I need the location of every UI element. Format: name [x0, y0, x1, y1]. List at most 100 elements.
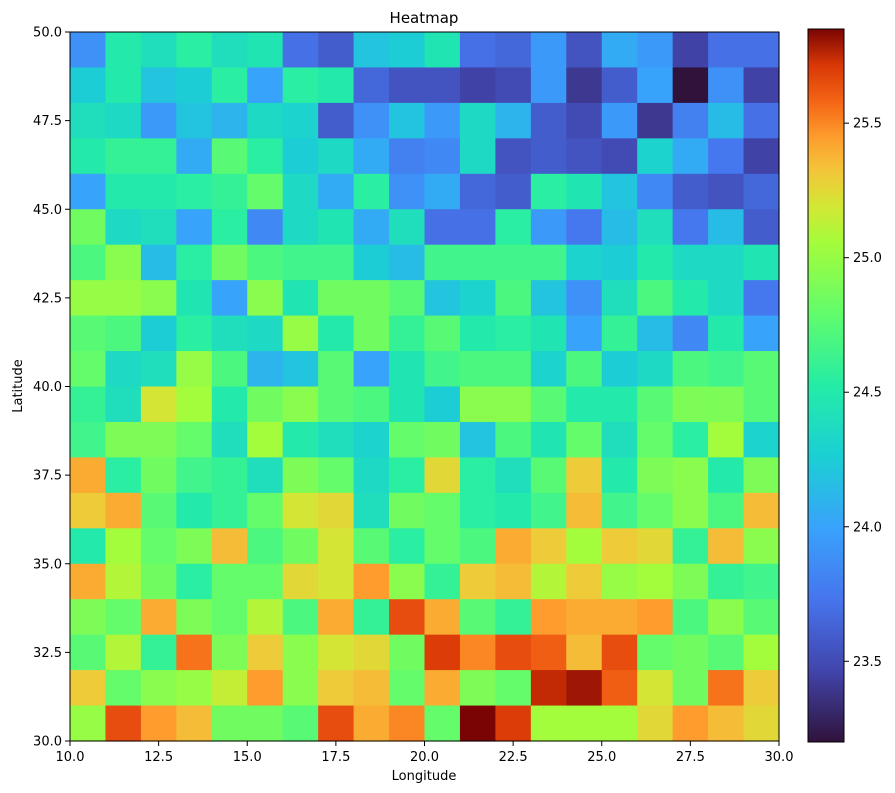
- heatmap-cell: [672, 457, 709, 494]
- heatmap-cell: [424, 138, 461, 175]
- heatmap-cell: [389, 421, 426, 458]
- colorbar-axis: 23.5 24.0 24.5 25.0 25.5: [844, 117, 882, 670]
- heatmap-cell: [566, 351, 603, 388]
- heatmap-cell: [247, 563, 284, 600]
- heatmap-cell: [708, 599, 745, 636]
- heatmap-cell: [211, 32, 248, 69]
- heatmap-cell: [566, 209, 603, 246]
- heatmap-cell: [211, 528, 248, 565]
- heatmap-cell: [743, 670, 780, 707]
- y-tick-label: 50.0: [33, 26, 62, 41]
- heatmap-cell: [282, 102, 319, 139]
- heatmap-cell: [140, 32, 177, 69]
- heatmap-cell: [530, 138, 567, 175]
- heatmap-cell: [389, 244, 426, 281]
- y-tick-label: 32.5: [33, 646, 62, 661]
- heatmap-cell: [211, 599, 248, 636]
- heatmap-cell: [105, 670, 142, 707]
- heatmap-cell: [176, 315, 213, 352]
- heatmap-cell: [318, 386, 355, 423]
- heatmap-cell: [566, 102, 603, 139]
- heatmap-cell: [282, 386, 319, 423]
- heatmap-cell: [743, 67, 780, 104]
- heatmap-cell: [247, 634, 284, 671]
- heatmap-cell: [637, 705, 674, 742]
- heatmap-cell: [530, 280, 567, 317]
- heatmap-cell: [140, 351, 177, 388]
- heatmap-cell: [247, 173, 284, 210]
- heatmap-cell: [211, 457, 248, 494]
- heatmap-cell: [282, 457, 319, 494]
- heatmap-cell: [70, 173, 107, 210]
- heatmap-cell: [318, 421, 355, 458]
- colorbar-tick-label: 23.5: [853, 655, 882, 670]
- heatmap-cell: [672, 670, 709, 707]
- heatmap-cell: [140, 209, 177, 246]
- heatmap-cell: [459, 173, 496, 210]
- heatmap-cell: [601, 670, 638, 707]
- heatmap-cell: [495, 351, 532, 388]
- heatmap-cell: [566, 634, 603, 671]
- heatmap-cell: [743, 209, 780, 246]
- heatmap-cell: [530, 705, 567, 742]
- x-tick-label: 25.0: [587, 750, 616, 765]
- heatmap-cell: [353, 457, 390, 494]
- heatmap-cell: [495, 209, 532, 246]
- heatmap-cell: [424, 599, 461, 636]
- heatmap-cell: [318, 634, 355, 671]
- heatmap-cell: [70, 492, 107, 529]
- heatmap-cell: [566, 492, 603, 529]
- heatmap-cell: [637, 138, 674, 175]
- heatmap-cell: [495, 244, 532, 281]
- heatmap-cell: [318, 209, 355, 246]
- heatmap-cell: [211, 386, 248, 423]
- heatmap-cell: [672, 492, 709, 529]
- heatmap-cell: [318, 457, 355, 494]
- heatmap-cell: [601, 634, 638, 671]
- heatmap-cell: [672, 528, 709, 565]
- heatmap-cell: [566, 138, 603, 175]
- heatmap-cell: [140, 138, 177, 175]
- heatmap-cell: [247, 492, 284, 529]
- heatmap-cell: [637, 173, 674, 210]
- heatmap-cell: [459, 599, 496, 636]
- heatmap-cell: [105, 528, 142, 565]
- heatmap-cell: [70, 280, 107, 317]
- heatmap-cell: [708, 705, 745, 742]
- heatmap-cell: [211, 315, 248, 352]
- heatmap-cell: [105, 209, 142, 246]
- heatmap-cell: [105, 351, 142, 388]
- heatmap-cell: [318, 599, 355, 636]
- heatmap-cell: [389, 563, 426, 600]
- heatmap-cell: [637, 670, 674, 707]
- heatmap-cell: [105, 315, 142, 352]
- heatmap-cell: [353, 492, 390, 529]
- heatmap-cell: [708, 457, 745, 494]
- heatmap-cell: [389, 705, 426, 742]
- heatmap-cell: [282, 705, 319, 742]
- heatmap-cell: [176, 209, 213, 246]
- heatmap-cell: [743, 634, 780, 671]
- heatmap-cell: [318, 32, 355, 69]
- heatmap-cell: [318, 563, 355, 600]
- heatmap-cell: [176, 67, 213, 104]
- heatmap-cell: [530, 457, 567, 494]
- heatmap-cell: [70, 599, 107, 636]
- heatmap-cell: [495, 670, 532, 707]
- heatmap-cells: [70, 32, 780, 742]
- heatmap-cell: [247, 528, 284, 565]
- heatmap-cell: [282, 351, 319, 388]
- heatmap-cell: [459, 280, 496, 317]
- heatmap-cell: [708, 670, 745, 707]
- heatmap-cell: [672, 563, 709, 600]
- heatmap-cell: [70, 138, 107, 175]
- heatmap-cell: [708, 563, 745, 600]
- heatmap-cell: [708, 102, 745, 139]
- heatmap-cell: [247, 315, 284, 352]
- heatmap-cell: [637, 351, 674, 388]
- y-tick-label: 40.0: [33, 380, 62, 395]
- heatmap-cell: [247, 351, 284, 388]
- heatmap-cell: [353, 634, 390, 671]
- heatmap-cell: [318, 67, 355, 104]
- heatmap-cell: [566, 563, 603, 600]
